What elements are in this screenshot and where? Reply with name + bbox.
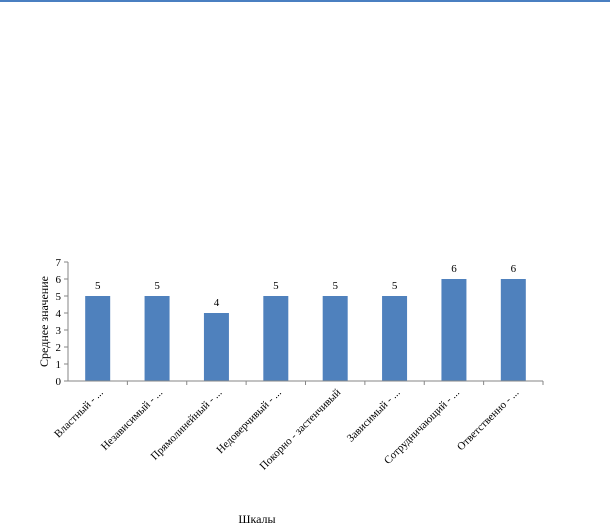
x-tick-label: Независимый - ... bbox=[99, 386, 165, 452]
y-axis-title: Среднее значение bbox=[37, 276, 51, 367]
y-tick-label: 6 bbox=[56, 274, 62, 286]
data-label: 6 bbox=[511, 263, 517, 275]
data-label: 6 bbox=[451, 263, 457, 275]
bar bbox=[85, 296, 111, 381]
bar bbox=[263, 296, 289, 381]
y-tick-label: 0 bbox=[56, 376, 62, 388]
x-tick-label: Недоверчивый - ... bbox=[214, 386, 284, 456]
bar bbox=[144, 296, 170, 381]
y-tick-label: 7 bbox=[56, 257, 62, 269]
bar bbox=[382, 296, 408, 381]
data-label: 5 bbox=[273, 280, 279, 292]
x-axis-title: Шкалы bbox=[238, 512, 275, 526]
y-axis-ticks: 0 1 2 3 4 5 6 7 bbox=[56, 257, 68, 388]
data-label: 5 bbox=[392, 280, 398, 292]
x-tick-label: Властный - ... bbox=[52, 386, 106, 440]
data-label: 5 bbox=[154, 280, 160, 292]
data-labels: 5 5 4 5 5 5 6 6 bbox=[95, 263, 517, 309]
y-tick-label: 1 bbox=[56, 359, 62, 371]
data-label: 5 bbox=[95, 280, 101, 292]
bars bbox=[85, 279, 526, 381]
x-axis-ticks: Властный - ...Независимый - ...Прямолине… bbox=[52, 381, 544, 472]
bar bbox=[500, 279, 526, 381]
x-tick-label: Ответственно - ... bbox=[455, 386, 522, 453]
data-label: 4 bbox=[214, 297, 220, 309]
y-tick-label: 5 bbox=[56, 291, 62, 303]
y-tick-label: 4 bbox=[56, 308, 62, 320]
top-rule bbox=[0, 0, 610, 2]
data-label: 5 bbox=[332, 280, 338, 292]
x-tick-label: Зависимый - ... bbox=[345, 386, 403, 444]
y-tick-label: 2 bbox=[56, 342, 62, 354]
y-tick-label: 3 bbox=[56, 325, 62, 337]
bar bbox=[441, 279, 467, 381]
bar bbox=[322, 296, 348, 381]
bar bbox=[203, 313, 229, 381]
